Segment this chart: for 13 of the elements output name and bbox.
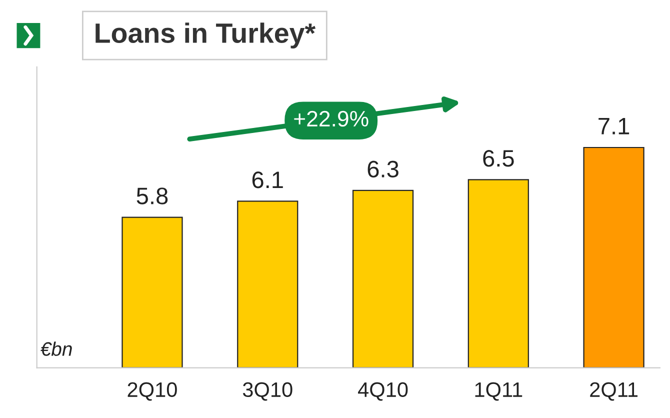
data-label: 6.3	[368, 160, 398, 178]
annotation: €bn	[40, 342, 72, 356]
x-tick-label: 2Q11	[590, 382, 638, 401]
data-label: 6.1	[252, 172, 283, 188]
x-tick-label: 1Q11	[475, 382, 522, 401]
x-tick-label: 2Q10	[128, 382, 177, 401]
x-tick-label: 4Q10	[358, 382, 408, 401]
chart-title: Loans in Turkey*	[96, 22, 316, 48]
data-label: 5.8	[136, 188, 168, 204]
data-label: 7.1	[598, 118, 630, 134]
x-tick-label: 3Q10	[242, 382, 292, 401]
data-label: 6.5	[483, 150, 514, 167]
annotation: +22.9%	[294, 110, 368, 127]
